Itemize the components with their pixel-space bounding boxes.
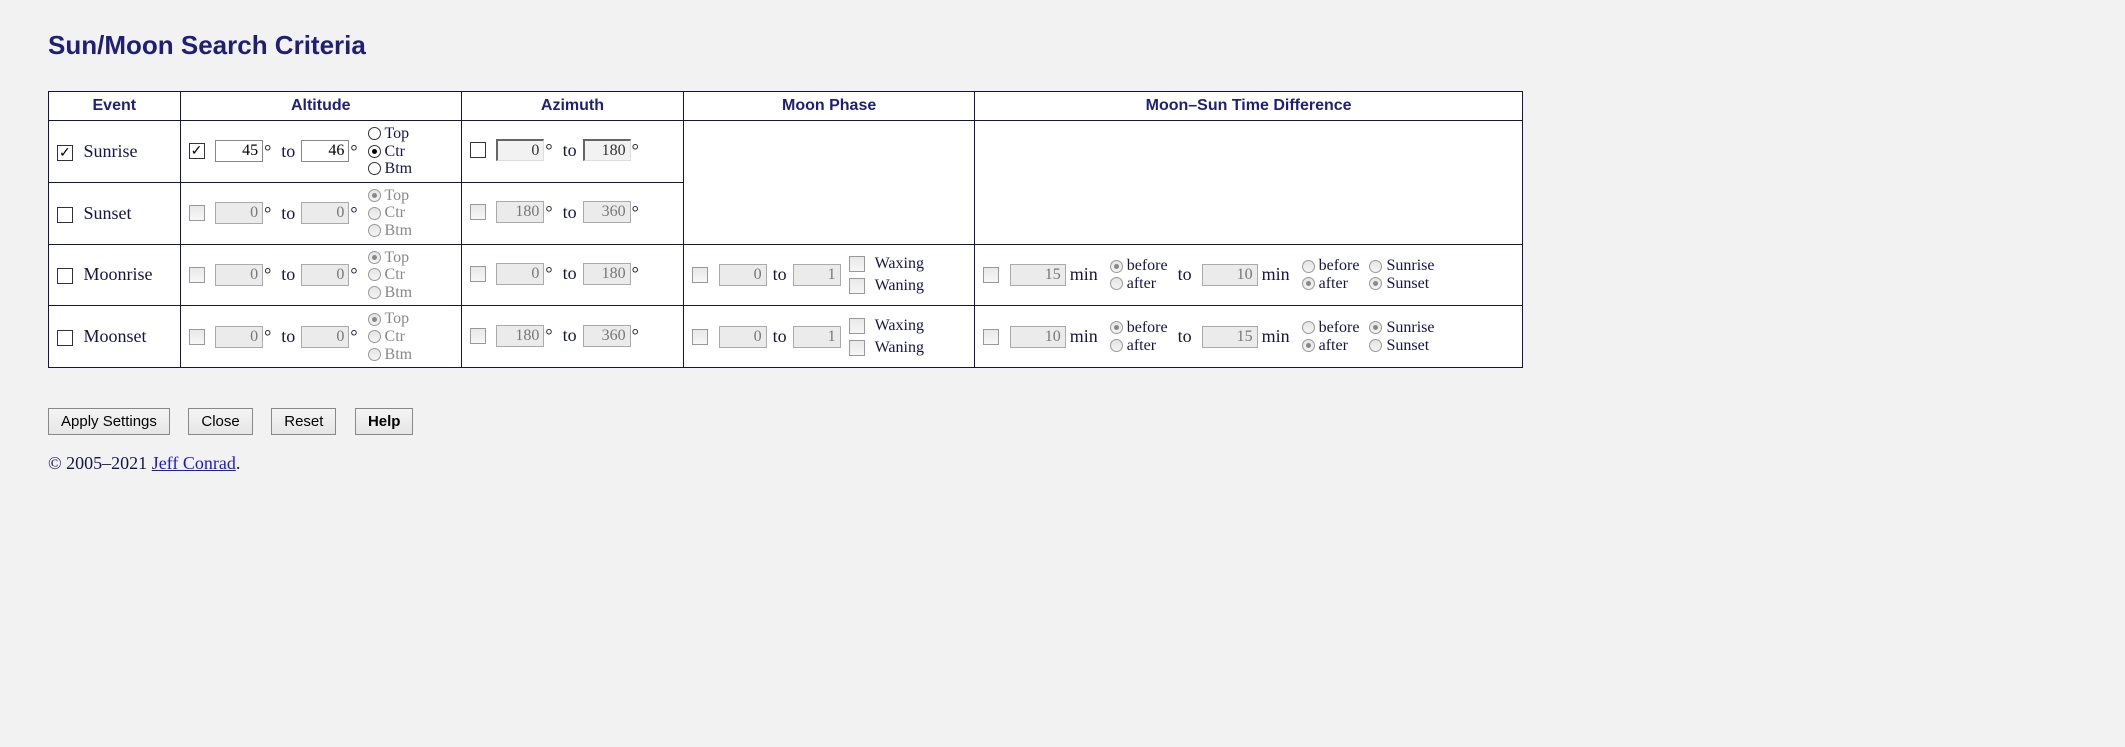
moonrise-td-ref-sunrise-radio[interactable]: [1369, 260, 1382, 273]
moonrise-label: Moonrise: [84, 264, 153, 284]
row-moonset: Moonset ° to ° Top Ctr Btm: [49, 306, 1523, 368]
moonrise-phase-enable-checkbox[interactable]: [692, 267, 708, 283]
footer: © 2005–2021 Jeff Conrad.: [48, 453, 2077, 474]
sunrise-alt-to-input[interactable]: [301, 140, 349, 162]
sunrise-alt-from-input[interactable]: [215, 140, 263, 162]
moonset-phase-enable-checkbox[interactable]: [692, 329, 708, 345]
moonset-az-to-input[interactable]: [583, 325, 631, 347]
criteria-table: Event Altitude Azimuth Moon Phase Moon–S…: [48, 91, 1523, 368]
sunrise-alt-ctr-radio[interactable]: [368, 145, 381, 158]
moonset-td-to-after-radio[interactable]: [1302, 339, 1315, 352]
sunset-alt-top-radio[interactable]: [368, 189, 381, 202]
row-moonrise: Moonrise ° to ° Top Ctr Btm: [49, 244, 1523, 306]
moonset-td-from-before-radio[interactable]: [1110, 321, 1123, 334]
sunset-alt-from-input[interactable]: [215, 202, 263, 224]
col-azimuth: Azimuth: [461, 92, 683, 121]
moonrise-td-from-before-radio[interactable]: [1110, 260, 1123, 273]
reset-button[interactable]: Reset: [271, 408, 336, 435]
apply-button[interactable]: Apply Settings: [48, 408, 170, 435]
sunrise-alt-top-radio[interactable]: [368, 127, 381, 140]
moonset-td-to-input[interactable]: [1202, 326, 1258, 348]
moonrise-td-from-input[interactable]: [1010, 264, 1066, 286]
moonrise-td-to-after-radio[interactable]: [1302, 277, 1315, 290]
moonset-td-from-after-radio[interactable]: [1110, 339, 1123, 352]
moonset-enable-checkbox[interactable]: [57, 330, 73, 346]
moonset-az-from-input[interactable]: [496, 325, 544, 347]
moonset-alt-top-radio[interactable]: [368, 313, 381, 326]
sunset-az-from-input[interactable]: [496, 201, 544, 223]
moonrise-td-to-input[interactable]: [1202, 264, 1258, 286]
moonset-alt-ctr-radio[interactable]: [368, 330, 381, 343]
sunrise-alt-enable-checkbox[interactable]: [189, 143, 205, 159]
moonset-td-to-before-radio[interactable]: [1302, 321, 1315, 334]
moonrise-az-to-input[interactable]: [583, 263, 631, 285]
close-button[interactable]: Close: [188, 408, 252, 435]
to-label: to: [281, 141, 295, 162]
moonrise-alt-from-input[interactable]: [215, 264, 263, 286]
moonrise-az-enable-checkbox[interactable]: [470, 266, 486, 282]
moonset-alt-to-input[interactable]: [301, 326, 349, 348]
sunset-alt-to-input[interactable]: [301, 202, 349, 224]
moonrise-az-from-input[interactable]: [496, 263, 544, 285]
author-link[interactable]: Jeff Conrad: [152, 453, 236, 473]
moonrise-waxing-checkbox[interactable]: [849, 256, 865, 272]
sunset-enable-checkbox[interactable]: [57, 207, 73, 223]
sunrise-az-from-input[interactable]: [496, 139, 544, 161]
sunrise-label: Sunrise: [84, 141, 138, 161]
sunrise-enable-checkbox[interactable]: [57, 145, 73, 161]
moonset-az-enable-checkbox[interactable]: [470, 328, 486, 344]
sunset-alt-enable-checkbox[interactable]: [189, 205, 205, 221]
moonset-label: Moonset: [84, 326, 147, 346]
sunset-az-enable-checkbox[interactable]: [470, 204, 486, 220]
moonrise-alt-top-radio[interactable]: [368, 251, 381, 264]
moonset-waning-checkbox[interactable]: [849, 340, 865, 356]
moonrise-alt-to-input[interactable]: [301, 264, 349, 286]
sunrise-az-enable-checkbox[interactable]: [470, 142, 486, 158]
moonset-phase-from-input[interactable]: [719, 326, 767, 348]
row-sunrise: Sunrise ° to ° Top Ctr Btm: [49, 121, 1523, 183]
help-button[interactable]: Help: [355, 408, 414, 435]
moonrise-td-from-after-radio[interactable]: [1110, 277, 1123, 290]
moonrise-alt-btm-radio[interactable]: [368, 286, 381, 299]
moonset-alt-enable-checkbox[interactable]: [189, 329, 205, 345]
sunset-label: Sunset: [84, 203, 132, 223]
moonset-alt-btm-radio[interactable]: [368, 348, 381, 361]
col-moon-phase: Moon Phase: [684, 92, 975, 121]
moonrise-phase-to-input[interactable]: [793, 264, 841, 286]
moonset-phase-to-input[interactable]: [793, 326, 841, 348]
moonrise-alt-enable-checkbox[interactable]: [189, 267, 205, 283]
page-title: Sun/Moon Search Criteria: [48, 30, 2077, 61]
col-time-diff: Moon–Sun Time Difference: [975, 92, 1523, 121]
moonrise-waning-checkbox[interactable]: [849, 278, 865, 294]
moonset-td-ref-sunset-radio[interactable]: [1369, 339, 1382, 352]
moonset-td-from-input[interactable]: [1010, 326, 1066, 348]
sunset-az-to-input[interactable]: [583, 201, 631, 223]
moonset-td-enable-checkbox[interactable]: [983, 329, 999, 345]
sunset-alt-btm-radio[interactable]: [368, 224, 381, 237]
col-event: Event: [49, 92, 181, 121]
sunrise-alt-btm-radio[interactable]: [368, 162, 381, 175]
moonrise-td-ref-sunset-radio[interactable]: [1369, 277, 1382, 290]
moonrise-enable-checkbox[interactable]: [57, 268, 73, 284]
moonrise-td-enable-checkbox[interactable]: [983, 267, 999, 283]
moonset-alt-from-input[interactable]: [215, 326, 263, 348]
moonset-waxing-checkbox[interactable]: [849, 318, 865, 334]
moonrise-alt-ctr-radio[interactable]: [368, 268, 381, 281]
degree-symbol: °: [264, 141, 271, 162]
copyright-text: © 2005–2021: [48, 453, 152, 473]
moonset-td-ref-sunrise-radio[interactable]: [1369, 321, 1382, 334]
col-altitude: Altitude: [180, 92, 461, 121]
moonrise-phase-from-input[interactable]: [719, 264, 767, 286]
moonrise-td-to-before-radio[interactable]: [1302, 260, 1315, 273]
sunrise-az-to-input[interactable]: [583, 139, 631, 161]
degree-symbol: °: [350, 141, 357, 162]
sunset-alt-ctr-radio[interactable]: [368, 207, 381, 220]
